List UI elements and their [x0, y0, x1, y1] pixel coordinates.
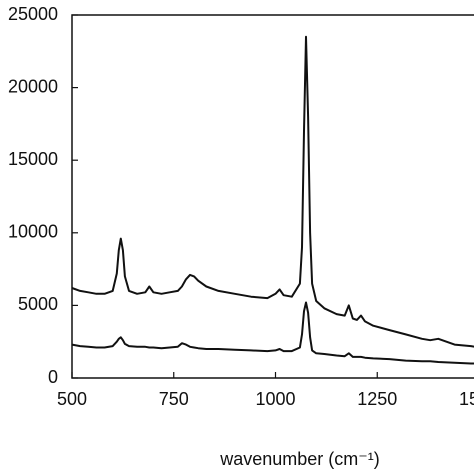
x-tick-label: 1500: [459, 389, 474, 409]
y-tick-label: 15000: [8, 149, 58, 169]
plot-frame: [71, 14, 474, 379]
y-tick-label: 20000: [8, 76, 58, 96]
spectrum-line: [71, 35, 474, 348]
x-tick-label: 500: [57, 389, 87, 409]
x-tick-label: 1000: [255, 389, 295, 409]
x-tick-label: 1250: [357, 389, 397, 409]
spectrum-line: [71, 301, 474, 365]
y-tick-label: 0: [48, 367, 58, 387]
y-tick-label: 25000: [8, 4, 58, 24]
x-tick-label: 750: [159, 389, 189, 409]
x-axis-label: wavenumber (cm⁻¹): [219, 449, 380, 469]
y-tick-label: 5000: [18, 294, 58, 314]
y-tick-label: 10000: [8, 222, 58, 242]
